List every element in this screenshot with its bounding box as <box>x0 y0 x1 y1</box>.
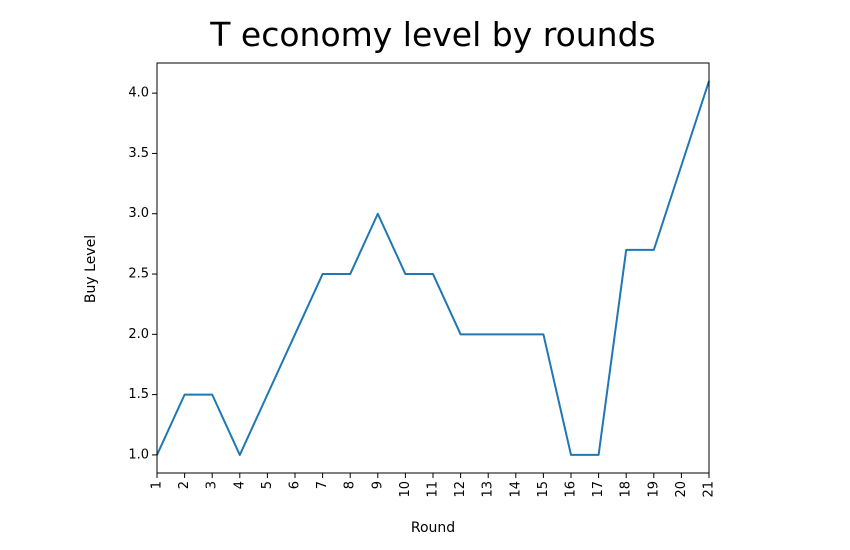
x-tick-label: 10 <box>398 481 413 498</box>
y-tick-label: 3.5 <box>128 146 149 161</box>
series-line-0 <box>156 80 710 456</box>
x-tick-label: 18 <box>619 481 634 498</box>
chart-title: T economy level by rounds <box>209 15 655 54</box>
x-tick-label: 14 <box>508 481 523 498</box>
plot-frame <box>156 62 710 474</box>
y-tick-label: 3.0 <box>128 206 149 221</box>
y-tick-label: 1.0 <box>128 447 149 462</box>
x-tick-label: 5 <box>260 481 275 489</box>
x-axis-label: Round <box>411 520 455 536</box>
x-tick-label: 2 <box>177 481 192 489</box>
x-tick-label: 1 <box>150 481 165 489</box>
y-tick-label: 1.5 <box>128 387 149 402</box>
x-tick-label: 9 <box>370 481 385 489</box>
x-tick-label: 13 <box>481 481 496 498</box>
y-tick-label: 2.0 <box>128 327 149 342</box>
x-tick-label: 15 <box>536 481 551 498</box>
x-tick-label: 7 <box>315 481 330 489</box>
x-tick-label: 19 <box>646 481 661 498</box>
y-tick-label: 4.0 <box>128 86 149 101</box>
x-tick-label: 16 <box>564 481 579 498</box>
plot-area: 1 2 3 4 5 6 7 8 9 10 11 12 13 14 15 16 17 18 19 20 211.01.52… <box>128 62 717 498</box>
y-axis-label: Buy Level <box>83 235 99 303</box>
x-tick-label: 20 <box>674 481 689 498</box>
x-tick-label: 3 <box>205 481 220 489</box>
y-tick-label: 2.5 <box>128 267 149 282</box>
x-tick-label: 6 <box>288 481 303 489</box>
x-tick-label: 8 <box>343 481 358 489</box>
x-tick-label: 11 <box>426 481 441 498</box>
x-tick-label: 17 <box>591 481 606 498</box>
x-tick-label: 21 <box>702 481 717 498</box>
x-tick-label: 12 <box>453 481 468 498</box>
x-tick-label: 4 <box>232 481 247 489</box>
